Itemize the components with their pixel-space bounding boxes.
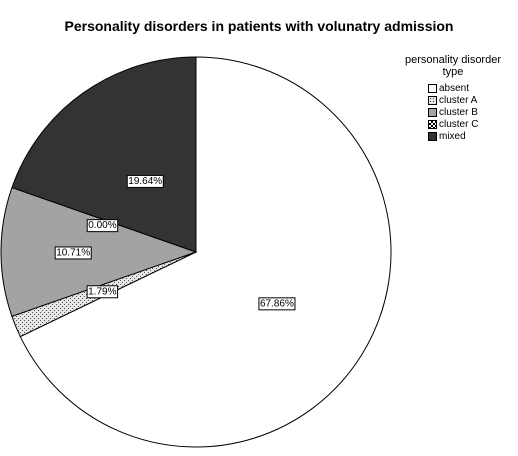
legend-item-cluster-b: cluster B [428,106,508,118]
slice-label-box-mixed [126,174,164,188]
legend-swatch-mixed [428,131,437,141]
slice-label-text-absent: 67.86% [260,298,294,309]
slice-label-mixed: 19.64% [126,174,164,188]
slice-label-box-cluster-c [86,219,119,233]
legend-list: absent cluster A cluster B cluster C mix… [428,82,508,142]
legend-label-absent: absent [439,82,470,94]
pie-slice-cluster-b [0,186,198,317]
slice-label-cluster-c: 0.00% [86,219,119,233]
pie-slice-mixed [11,56,197,253]
pie-slice-absent [19,56,392,448]
slice-label-box-absent [258,297,296,311]
legend: personality disorder type absent cluster… [398,54,508,142]
slice-label-box-cluster-a [86,285,119,299]
legend-item-cluster-c: cluster C [428,118,508,130]
legend-label-mixed: mixed [439,130,466,142]
slice-label-text-cluster-b: 10.71% [56,247,90,258]
slice-label-cluster-b: 10.71% [54,246,92,260]
chart-title: Personality disorders in patients with v… [64,18,454,34]
legend-item-cluster-a: cluster A [428,94,508,106]
legend-item-mixed: mixed [428,130,508,142]
slice-label-text-cluster-c: 0.00% [88,220,116,231]
slice-label-text-cluster-a: 1.79% [88,286,116,297]
slice-label-text-mixed: 19.64% [128,176,162,187]
legend-swatch-cluster-a [428,95,437,105]
legend-swatch-absent [428,83,437,93]
slice-label-absent: 67.86% [258,297,296,311]
slice-label-box-cluster-b [54,246,92,260]
legend-swatch-cluster-c [428,119,437,129]
legend-title-line-1: personality disorder [405,54,501,66]
legend-title-line-2: type [442,66,464,78]
legend-label-cluster-a: cluster A [439,94,478,106]
legend-swatch-cluster-b [428,107,437,117]
legend-item-absent: absent [428,82,508,94]
legend-label-cluster-c: cluster C [439,118,479,130]
slice-label-cluster-a: 1.79% [86,285,119,299]
legend-label-cluster-b: cluster B [439,106,478,118]
legend-title: personality disorder type [398,54,508,78]
